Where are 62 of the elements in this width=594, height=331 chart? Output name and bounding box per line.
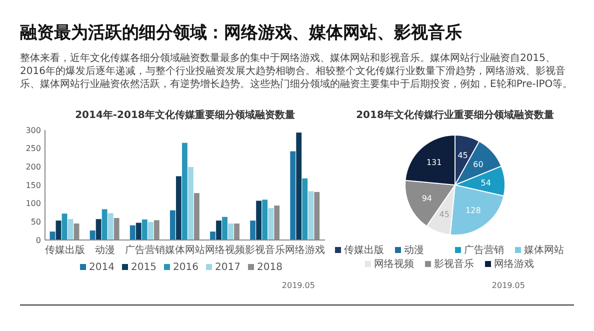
y-tick-label: 100 [26,199,41,208]
data-label: 45 [439,210,450,219]
bar [182,142,188,240]
bar [228,224,234,240]
y-tick-label: 300 [26,126,41,135]
bar [250,220,256,240]
text: 2019.05 [282,281,315,290]
bar [262,200,268,240]
text: 整体来看，近年文化传媒各细分领域融资数量最多的集中于网络游戏、媒体网站和影视音乐。媒体网站行业融资自2015、2016年的爆发后逐年递减，与整个行业投融资发展大趋势相吻合。相较整个文化传媒行业数量下滑趋势，网络游戏、影视音乐、媒体网站行业融资依然活跃，有逆势增长趋势。这些热门细分领域的融资主要集中于后期投资，例如，E轮和Pre-IPO等。 [20,52,574,91]
bar [148,222,154,240]
y-tick-label: 50 [30,217,41,226]
text: 融资最为活跃的细分领域：网络游戏、媒体网站、影视音乐 [20,23,462,43]
bar [216,220,222,240]
bar [176,176,182,240]
text: 2019.05 [492,281,525,290]
bar [210,232,216,240]
data-label: 54 [480,178,491,188]
data-label: 60 [473,160,484,170]
x-tick-label: 广告营销 [124,244,165,256]
y-tick-label: 250 [26,144,41,154]
chart-title: 2014年-2018年文化传媒重要细分领域融资数量 [75,109,295,121]
legend-label: 2016 [173,262,198,273]
x-tick-label: 影视音乐 [245,244,286,256]
data-label: 45 [458,150,468,160]
bar [308,191,314,240]
bar [296,132,302,240]
bar [62,214,68,240]
bar [96,219,102,240]
bar [136,222,142,240]
legend-label: 网络游戏 [494,258,534,270]
bar [102,209,108,240]
y-tick-label: 200 [26,162,41,172]
x-tick-label: 动漫 [94,244,115,256]
bar [142,219,148,240]
legend-label: 2017 [215,262,240,273]
bar [188,167,194,240]
bar [302,178,308,240]
bar [68,219,74,240]
bar [290,151,296,240]
data-label: 128 [466,206,481,215]
x-tick-label: 媒体网站 [165,244,205,256]
legend-label: 2014 [89,262,114,273]
bar [170,210,176,240]
bar [256,200,262,240]
data-label: 131 [426,158,442,167]
legend-label: 影视音乐 [434,258,474,270]
bar [222,216,228,240]
legend-label: 网络视频 [374,258,414,270]
bar [130,225,136,240]
bar [90,230,96,240]
legend-label: 2018 [257,262,282,273]
data-label: 94 [422,194,432,203]
chart-title: 2018年文化传媒行业重要细分领域融资数量 [356,109,554,121]
y-tick-label: 0 [36,236,41,245]
x-tick-label: 传媒出版 [44,244,85,256]
bar [268,208,274,240]
x-tick-label: 网络视频 [205,244,246,256]
bar [56,220,62,240]
bar [108,213,114,240]
legend-label: 2015 [131,262,156,273]
x-tick-label: 网络游戏 [285,244,326,256]
y-tick-label: 150 [26,180,41,190]
